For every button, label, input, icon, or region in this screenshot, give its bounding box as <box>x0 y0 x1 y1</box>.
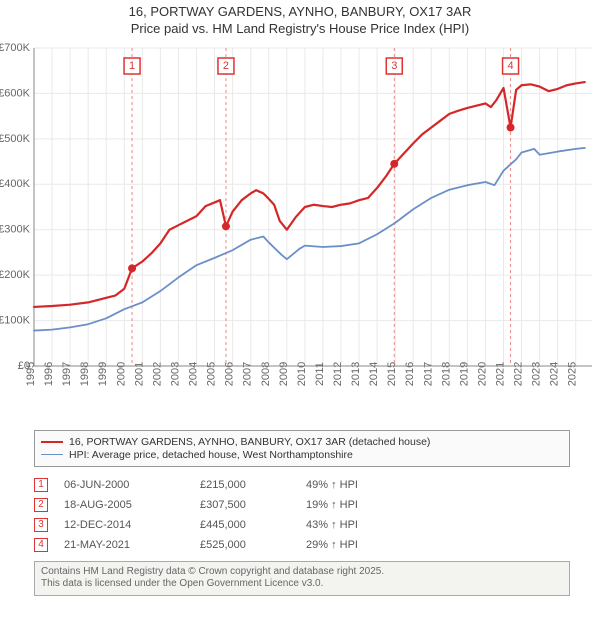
sale-price: £307,500 <box>200 499 290 511</box>
svg-text:2001: 2001 <box>133 362 145 386</box>
svg-text:4: 4 <box>507 60 513 72</box>
sale-price: £215,000 <box>200 479 290 491</box>
svg-text:2000: 2000 <box>115 362 127 386</box>
chart-svg: £0£100K£200K£300K£400K£500K£600K£700K199… <box>0 40 600 426</box>
svg-text:2012: 2012 <box>332 362 344 386</box>
svg-text:1999: 1999 <box>97 362 109 386</box>
svg-text:3: 3 <box>391 60 397 72</box>
title-line-1: 16, PORTWAY GARDENS, AYNHO, BANBURY, OX1… <box>8 4 592 21</box>
legend-row: 16, PORTWAY GARDENS, AYNHO, BANBURY, OX1… <box>41 436 563 448</box>
svg-text:2023: 2023 <box>531 362 543 386</box>
sale-marker-icon: 4 <box>34 538 48 552</box>
sale-marker-icon: 1 <box>34 478 48 492</box>
svg-text:1995: 1995 <box>25 362 37 386</box>
sale-marker-icon: 2 <box>34 498 48 512</box>
legend-row: HPI: Average price, detached house, West… <box>41 449 563 461</box>
chart-area: £0£100K£200K£300K£400K£500K£600K£700K199… <box>0 40 600 426</box>
footnote-line-2: This data is licensed under the Open Gov… <box>41 578 563 591</box>
table-row: 3 12-DEC-2014 £445,000 43% ↑ HPI <box>34 515 570 535</box>
svg-text:2024: 2024 <box>549 362 561 386</box>
sale-price: £525,000 <box>200 539 290 551</box>
legend-label: 16, PORTWAY GARDENS, AYNHO, BANBURY, OX1… <box>69 436 430 448</box>
svg-text:£300K: £300K <box>0 223 31 235</box>
sale-pct: 29% ↑ HPI <box>306 539 358 551</box>
svg-text:1998: 1998 <box>79 362 91 386</box>
svg-text:2007: 2007 <box>242 362 254 386</box>
svg-text:£100K: £100K <box>0 314 31 326</box>
svg-text:£400K: £400K <box>0 178 31 190</box>
sale-price: £445,000 <box>200 519 290 531</box>
legend-label: HPI: Average price, detached house, West… <box>69 449 353 461</box>
svg-text:1997: 1997 <box>61 362 73 386</box>
svg-text:2004: 2004 <box>188 362 200 386</box>
table-row: 4 21-MAY-2021 £525,000 29% ↑ HPI <box>34 535 570 555</box>
title-line-2: Price paid vs. HM Land Registry's House … <box>8 21 592 38</box>
sale-marker-icon: 3 <box>34 518 48 532</box>
svg-text:£700K: £700K <box>0 42 31 54</box>
svg-text:2008: 2008 <box>260 362 272 386</box>
svg-text:2025: 2025 <box>567 362 579 386</box>
svg-text:2018: 2018 <box>440 362 452 386</box>
svg-text:£500K: £500K <box>0 133 31 145</box>
sale-pct: 43% ↑ HPI <box>306 519 358 531</box>
table-row: 1 06-JUN-2000 £215,000 49% ↑ HPI <box>34 475 570 495</box>
sale-pct: 49% ↑ HPI <box>306 479 358 491</box>
svg-text:2021: 2021 <box>495 362 507 386</box>
svg-text:2020: 2020 <box>476 362 488 386</box>
table-row: 2 18-AUG-2005 £307,500 19% ↑ HPI <box>34 495 570 515</box>
title-block: 16, PORTWAY GARDENS, AYNHO, BANBURY, OX1… <box>0 0 600 40</box>
svg-text:2005: 2005 <box>206 362 218 386</box>
footnote-line-1: Contains HM Land Registry data © Crown c… <box>41 566 563 579</box>
svg-text:1: 1 <box>129 60 135 72</box>
svg-text:2010: 2010 <box>296 362 308 386</box>
legend-swatch <box>41 454 63 455</box>
svg-text:2: 2 <box>223 60 229 72</box>
svg-text:2002: 2002 <box>151 362 163 386</box>
sale-date: 12-DEC-2014 <box>64 519 184 531</box>
legend-swatch <box>41 441 63 443</box>
svg-text:£200K: £200K <box>0 269 31 281</box>
svg-text:£600K: £600K <box>0 87 31 99</box>
svg-text:2013: 2013 <box>350 362 362 386</box>
svg-text:2003: 2003 <box>169 362 181 386</box>
svg-text:1996: 1996 <box>43 362 55 386</box>
sales-table: 1 06-JUN-2000 £215,000 49% ↑ HPI 2 18-AUG-200… <box>34 475 570 555</box>
sale-date: 21-MAY-2021 <box>64 539 184 551</box>
chart-container: 16, PORTWAY GARDENS, AYNHO, BANBURY, OX1… <box>0 0 600 620</box>
sale-date: 18-AUG-2005 <box>64 499 184 511</box>
svg-text:2015: 2015 <box>386 362 398 386</box>
svg-text:2017: 2017 <box>422 362 434 386</box>
svg-text:2006: 2006 <box>224 362 236 386</box>
svg-text:2014: 2014 <box>368 362 380 386</box>
legend: 16, PORTWAY GARDENS, AYNHO, BANBURY, OX1… <box>34 430 570 467</box>
svg-text:2022: 2022 <box>513 362 525 386</box>
svg-text:2019: 2019 <box>458 362 470 386</box>
footnote: Contains HM Land Registry data © Crown c… <box>34 561 570 596</box>
svg-text:2009: 2009 <box>278 362 290 386</box>
svg-text:2016: 2016 <box>404 362 416 386</box>
sale-pct: 19% ↑ HPI <box>306 499 358 511</box>
sale-date: 06-JUN-2000 <box>64 479 184 491</box>
